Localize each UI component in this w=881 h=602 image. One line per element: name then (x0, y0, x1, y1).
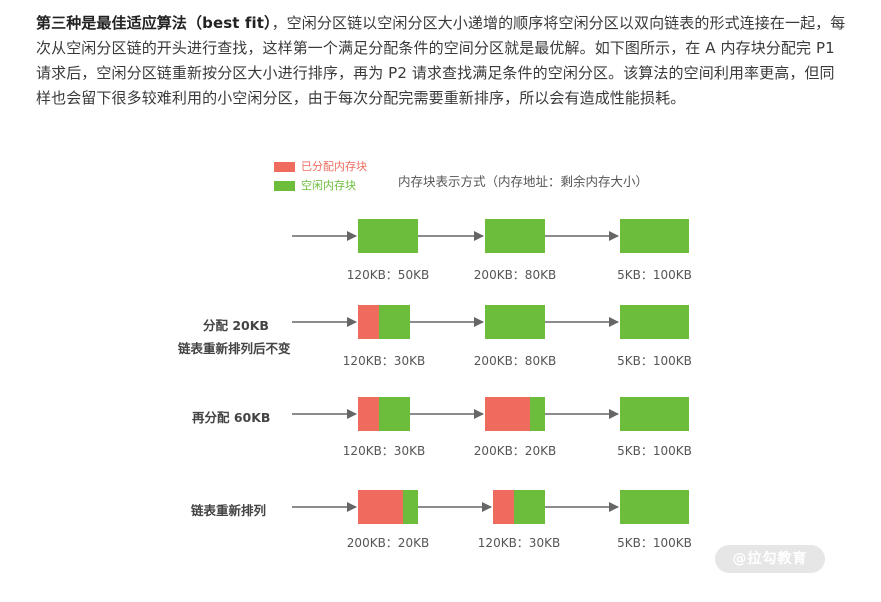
free-segment (378, 397, 410, 431)
block-caption: 5KB：100KB (617, 354, 692, 368)
allocated-segment (358, 305, 379, 339)
block-caption: 200KB：20KB (473, 444, 557, 458)
memory-block (493, 490, 545, 524)
free-segment (620, 490, 689, 524)
row-label: 链表重新排列后不变 (178, 341, 291, 356)
allocated-segment (493, 490, 514, 524)
free-segment (485, 305, 545, 339)
row-label: 再分配 60KB (192, 410, 271, 425)
free-segment (513, 490, 545, 524)
free-segment (620, 397, 689, 431)
memory-block (620, 219, 689, 253)
block-caption: 5KB：100KB (617, 268, 692, 282)
paragraph-body: ，空闲分区链以空闲分区大小递增的顺序将空闲分区以双向链表的形式连接在一起，每次从… (36, 14, 846, 107)
block-caption: 120KB：30KB (342, 444, 426, 458)
block-caption: 200KB：80KB (473, 354, 557, 368)
block-caption: 120KB：50KB (346, 268, 430, 282)
block-caption: 200KB：20KB (346, 536, 430, 550)
memory-block (358, 219, 418, 253)
free-segment (620, 219, 689, 253)
memory-block (485, 219, 545, 253)
memory-block (620, 305, 689, 339)
row-label: 分配 20KB (203, 318, 269, 333)
block-caption: 120KB：30KB (342, 354, 426, 368)
legend-free-swatch (274, 181, 295, 191)
memory-block (485, 397, 545, 431)
memory-block (485, 305, 545, 339)
allocated-segment (358, 397, 379, 431)
block-caption: 5KB：100KB (617, 444, 692, 458)
block-caption: 200KB：80KB (473, 268, 557, 282)
figure-title: 内存块表示方式（内存地址：剩余内存大小） (398, 174, 649, 189)
block-caption: 120KB：30KB (477, 536, 561, 550)
block-caption: 5KB：100KB (617, 536, 692, 550)
allocated-segment (485, 397, 530, 431)
free-segment (378, 305, 410, 339)
article-paragraph: 第三种是最佳适应算法（best fit），空闲分区链以空闲分区大小递增的顺序将空… (36, 11, 848, 111)
free-segment (485, 219, 545, 253)
memory-block (620, 490, 689, 524)
memory-block (620, 397, 689, 431)
legend-allocated-swatch (274, 162, 295, 172)
free-segment (403, 490, 418, 524)
free-segment (530, 397, 545, 431)
memory-block (358, 490, 418, 524)
memory-block (358, 397, 410, 431)
watermark: @拉勾教育 (715, 545, 825, 573)
legend-allocated-label: 已分配内存块 (301, 160, 367, 173)
row-label: 链表重新排列 (191, 503, 267, 518)
free-segment (358, 219, 418, 253)
free-segment (620, 305, 689, 339)
paragraph-bold-lead: 第三种是最佳适应算法（best fit） (36, 14, 272, 32)
memory-block (358, 305, 410, 339)
legend-free-label: 空闲内存块 (301, 179, 356, 192)
allocated-segment (358, 490, 403, 524)
